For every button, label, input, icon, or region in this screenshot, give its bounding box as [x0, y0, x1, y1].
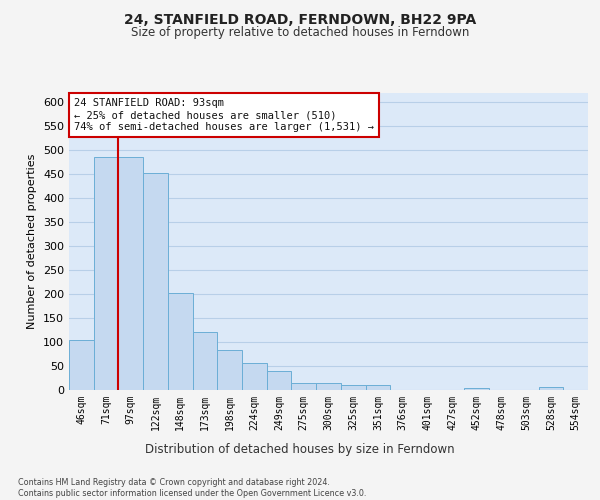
Bar	[341, 385, 365, 390]
Bar	[365, 385, 390, 390]
Text: Contains HM Land Registry data © Crown copyright and database right 2024.
Contai: Contains HM Land Registry data © Crown c…	[18, 478, 367, 498]
Bar	[464, 388, 489, 390]
Bar	[69, 340, 94, 390]
Y-axis label: Number of detached properties: Number of detached properties	[28, 154, 37, 329]
Bar	[242, 363, 267, 390]
Bar	[168, 293, 193, 390]
Text: 24 STANFIELD ROAD: 93sqm
← 25% of detached houses are smaller (510)
74% of semi-: 24 STANFIELD ROAD: 93sqm ← 25% of detach…	[74, 98, 374, 132]
Bar	[539, 386, 563, 390]
Bar	[193, 332, 217, 390]
Bar	[143, 172, 168, 390]
Bar	[94, 158, 118, 390]
Bar	[217, 350, 242, 390]
Bar	[316, 383, 341, 390]
Bar	[267, 371, 292, 390]
Text: Distribution of detached houses by size in Ferndown: Distribution of detached houses by size …	[145, 442, 455, 456]
Bar	[292, 383, 316, 390]
Text: 24, STANFIELD ROAD, FERNDOWN, BH22 9PA: 24, STANFIELD ROAD, FERNDOWN, BH22 9PA	[124, 12, 476, 26]
Text: Size of property relative to detached houses in Ferndown: Size of property relative to detached ho…	[131, 26, 469, 39]
Bar	[118, 158, 143, 390]
